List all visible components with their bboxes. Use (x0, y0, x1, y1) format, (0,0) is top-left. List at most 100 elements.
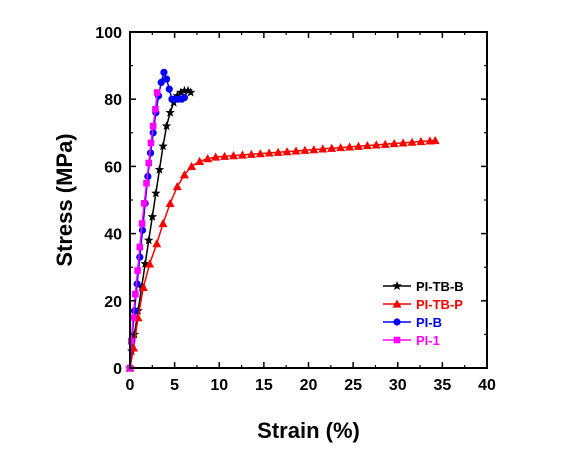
data-point-pi-tb-p (416, 137, 426, 146)
data-point-pi-1 (143, 179, 150, 187)
data-point-pi-1 (147, 139, 155, 147)
data-point-pi-b (180, 93, 189, 102)
data-point-pi-1 (140, 200, 148, 207)
data-point-pi-1 (153, 89, 161, 96)
data-point-pi-1 (128, 337, 135, 345)
y-axis-title: Stress (MPa) (52, 133, 77, 266)
data-point-pi-tb-p (309, 145, 319, 154)
data-point-pi-tb-p (138, 282, 148, 291)
x-tick-label: 30 (389, 377, 407, 394)
data-point-pi-tb-p (345, 142, 355, 151)
data-point-pi-b (160, 68, 168, 76)
data-point-pi-b (138, 226, 147, 234)
y-tick-label: 40 (104, 227, 122, 244)
x-tick-label: 20 (300, 377, 318, 394)
series-line-pi-tb-p (129, 139, 436, 369)
x-tick-label: 35 (433, 377, 451, 394)
data-point-pi-tb-p (211, 152, 221, 161)
data-point-pi-tb-p (179, 170, 189, 179)
data-point-pi-tb-p (220, 151, 230, 160)
data-point-pi-tb-p (371, 140, 381, 149)
y-tick-label: 80 (104, 92, 122, 109)
series-pi-1 (126, 89, 161, 372)
data-point-pi-tb-b (158, 141, 168, 151)
legend-label-pi-1: PI-1 (416, 333, 440, 348)
data-point-pi-b (162, 75, 171, 83)
data-point-pi-b (165, 85, 173, 93)
data-point-pi-tb-b (147, 211, 158, 221)
y-tick-label: 0 (113, 361, 122, 378)
data-point-pi-1 (136, 243, 144, 251)
data-point-pi-tb-p (172, 182, 182, 191)
series-pi-tb-p (125, 136, 440, 372)
legend-label-pi-b: PI-B (416, 315, 442, 330)
data-point-pi-tb-b (183, 85, 193, 95)
data-point-pi-tb-p (255, 149, 265, 158)
legend-label-pi-tb-b: PI-TB-B (416, 279, 464, 294)
y-tick-label: 20 (104, 294, 122, 311)
data-point-pi-tb-p (165, 198, 175, 207)
data-point-pi-tb-p (407, 137, 417, 146)
data-point-pi-tb-p (187, 161, 197, 170)
data-point-pi-tb-b (179, 85, 190, 95)
x-tick-label: 15 (255, 377, 273, 394)
data-point-pi-tb-b (172, 90, 183, 100)
data-point-pi-tb-p (300, 145, 310, 154)
legend: PI-TB-B PI-TB-P PI-B PI-1 (383, 279, 464, 348)
data-point-pi-1 (134, 267, 141, 274)
data-point-pi-tb-p (246, 149, 256, 158)
data-point-pi-b (133, 280, 141, 288)
data-point-pi-tb-p (327, 143, 337, 152)
data-point-pi-tb-p (195, 156, 205, 165)
legend-marker-pi-1 (393, 336, 401, 344)
data-point-pi-tb-p (318, 144, 328, 153)
data-point-pi-tb-b (161, 121, 172, 131)
data-point-pi-tb-b (140, 258, 150, 268)
data-point-pi-tb-b (151, 188, 161, 198)
data-point-pi-tb-p (336, 143, 346, 152)
x-tick-label: 10 (210, 377, 228, 394)
y-tick-label: 100 (95, 25, 122, 42)
data-point-pi-tb-p (158, 219, 168, 228)
data-point-pi-tb-p (264, 148, 274, 157)
data-point-pi-tb-b (143, 235, 154, 245)
data-point-pi-tb-p (362, 141, 372, 150)
data-point-pi-tb-p (273, 147, 283, 156)
data-point-pi-tb-p (282, 147, 292, 156)
data-point-pi-1 (145, 159, 153, 167)
x-tick-label: 40 (478, 377, 496, 394)
axis-ticks: 0 5 10 15 20 25 30 35 40 0 20 40 60 80 100 (95, 25, 496, 394)
data-point-pi-tb-b (154, 164, 165, 174)
data-point-pi-tb-b (165, 107, 175, 117)
data-point-pi-tb-b (176, 87, 186, 97)
y-tick-label: 60 (104, 159, 122, 176)
data-point-pi-tb-p (389, 139, 399, 148)
data-point-pi-1 (152, 105, 159, 113)
data-point-pi-tb-p (430, 136, 440, 145)
plot-marks (125, 68, 440, 373)
data-point-pi-tb-p (145, 259, 155, 268)
legend-marker-pi-tb-b (392, 281, 402, 291)
data-point-pi-tb-p (398, 138, 408, 147)
legend-marker-pi-tb-p (392, 299, 402, 308)
data-point-pi-b (157, 78, 165, 86)
data-point-pi-tb-p (152, 239, 162, 248)
x-axis-title: Strain (%) (257, 418, 360, 443)
data-point-pi-tb-p (237, 150, 247, 159)
data-point-pi-tb-b (185, 87, 196, 97)
x-tick-label: 5 (170, 377, 179, 394)
data-point-pi-tb-p (353, 141, 363, 150)
data-point-pi-tb-p (229, 151, 239, 160)
data-point-pi-tb-b (129, 329, 140, 339)
data-point-pi-1 (149, 122, 157, 130)
data-point-pi-1 (129, 314, 137, 321)
legend-label-pi-tb-p: PI-TB-P (416, 297, 463, 312)
data-point-pi-tb-p (380, 139, 390, 148)
legend-marker-pi-b (393, 318, 401, 326)
data-point-pi-tb-b (133, 305, 143, 315)
data-point-pi-tb-p (291, 146, 301, 155)
data-point-pi-1 (138, 220, 146, 227)
x-tick-label: 25 (344, 377, 362, 394)
